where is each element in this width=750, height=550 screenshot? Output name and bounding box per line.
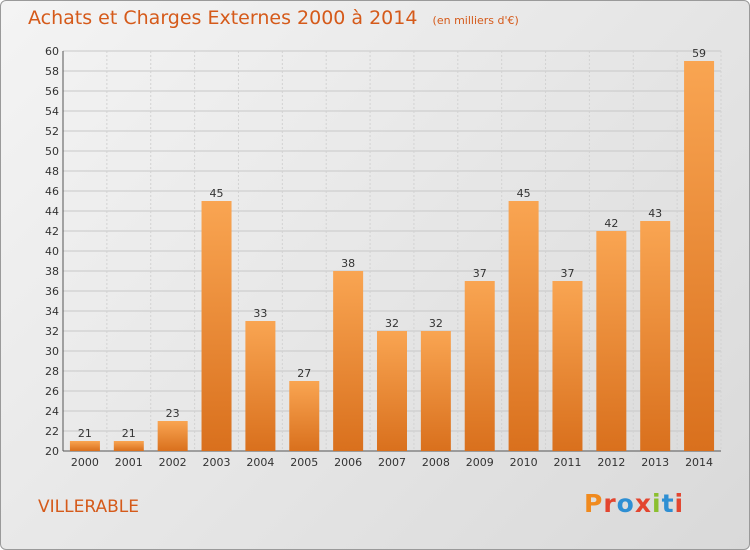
data-label-2004: 33: [253, 307, 267, 320]
y-tick-label: 58: [45, 65, 59, 78]
x-tick-label: 2009: [466, 456, 494, 469]
logo-letter: r: [603, 489, 617, 518]
bar-2005: [289, 381, 320, 451]
x-tick-label: 2002: [159, 456, 187, 469]
data-label-2012: 42: [604, 217, 618, 230]
data-label-2006: 38: [341, 257, 355, 270]
bar-2010: [508, 201, 539, 451]
bar-2001: [113, 441, 144, 451]
bar-2002: [157, 421, 188, 451]
y-tick-label: 42: [45, 225, 59, 238]
bar-2000: [69, 441, 100, 451]
y-tick-label: 20: [45, 445, 59, 458]
data-label-2007: 32: [385, 317, 399, 330]
bar-2009: [464, 281, 495, 451]
bar-2007: [377, 331, 407, 451]
bar-2006: [333, 271, 364, 451]
data-label-2003: 45: [210, 187, 224, 200]
title-row: Achats et Charges Externes 2000 à 2014 (…: [28, 7, 519, 29]
x-tick-label: 2008: [422, 456, 450, 469]
y-tick-label: 46: [45, 185, 59, 198]
bar-layer: [69, 61, 715, 451]
bar-2013: [640, 221, 671, 451]
x-tick-label: 2004: [246, 456, 274, 469]
x-tick-label: 2011: [553, 456, 581, 469]
x-tick-label: 2012: [597, 456, 625, 469]
chart-unit: (en milliers d'€): [432, 14, 519, 27]
logo-letter: o: [616, 489, 635, 518]
bar-2003: [201, 201, 232, 451]
data-label-2010: 45: [517, 187, 531, 200]
data-label-2014: 59: [692, 47, 706, 60]
label-layer: 21 21 23 45 33 27 38 32 32 37 45 37 42 43 59: [78, 47, 706, 440]
bar-2004: [245, 321, 276, 451]
bar-2012: [596, 231, 627, 451]
y-tick-label: 32: [45, 325, 59, 338]
y-tick-label: 40: [45, 245, 59, 258]
data-label-2013: 43: [648, 207, 662, 220]
logo-letter: P: [584, 489, 604, 518]
y-tick-label: 48: [45, 165, 59, 178]
data-label-2002: 23: [166, 407, 180, 420]
data-label-2011: 37: [560, 267, 574, 280]
logo-letter: i: [652, 489, 662, 518]
y-tick-label: 60: [45, 45, 59, 58]
x-tick-label: 2006: [334, 456, 362, 469]
proxiti-logo[interactable]: Proxiti: [584, 489, 684, 518]
logo-letter: i: [674, 489, 685, 518]
logo-letter: t: [661, 489, 675, 518]
y-tick-label: 26: [45, 385, 59, 398]
x-tick-label: 2005: [290, 456, 318, 469]
y-tick-label: 28: [45, 365, 59, 378]
data-label-2000: 21: [78, 427, 92, 440]
y-tick-label: 54: [45, 105, 59, 118]
data-label-2008: 32: [429, 317, 443, 330]
x-tick-label: 2007: [378, 456, 406, 469]
y-tick-label: 52: [45, 125, 59, 138]
axis-layer: 20 22 24 26 28 30 32 34 36 38 40 42 44 46 48 50 52 54 56 58…: [45, 45, 721, 469]
y-tick-label: 22: [45, 425, 59, 438]
y-tick-label: 36: [45, 285, 59, 298]
x-tick-label: 2003: [203, 456, 231, 469]
data-label-2005: 27: [297, 367, 311, 380]
chart-title: Achats et Charges Externes 2000 à 2014: [28, 7, 418, 29]
x-tick-label: 2013: [641, 456, 669, 469]
data-label-2009: 37: [473, 267, 487, 280]
y-tick-label: 30: [45, 345, 59, 358]
y-tick-label: 44: [45, 205, 59, 218]
logo-letter: x: [634, 489, 652, 518]
y-tick-label: 38: [45, 265, 59, 278]
y-tick-label: 50: [45, 145, 59, 158]
commune-name: VILLERABLE: [38, 497, 139, 517]
x-tick-label: 2000: [71, 456, 99, 469]
bar-2011: [552, 281, 583, 451]
bar-2008: [420, 331, 451, 451]
y-tick-label: 24: [45, 405, 59, 418]
y-tick-label: 34: [45, 305, 59, 318]
data-label-2001: 21: [122, 427, 136, 440]
y-tick-label: 56: [45, 85, 59, 98]
x-tick-label: 2014: [685, 456, 713, 469]
bar-2014: [684, 61, 715, 451]
x-tick-label: 2001: [115, 456, 143, 469]
x-tick-label: 2010: [510, 456, 538, 469]
